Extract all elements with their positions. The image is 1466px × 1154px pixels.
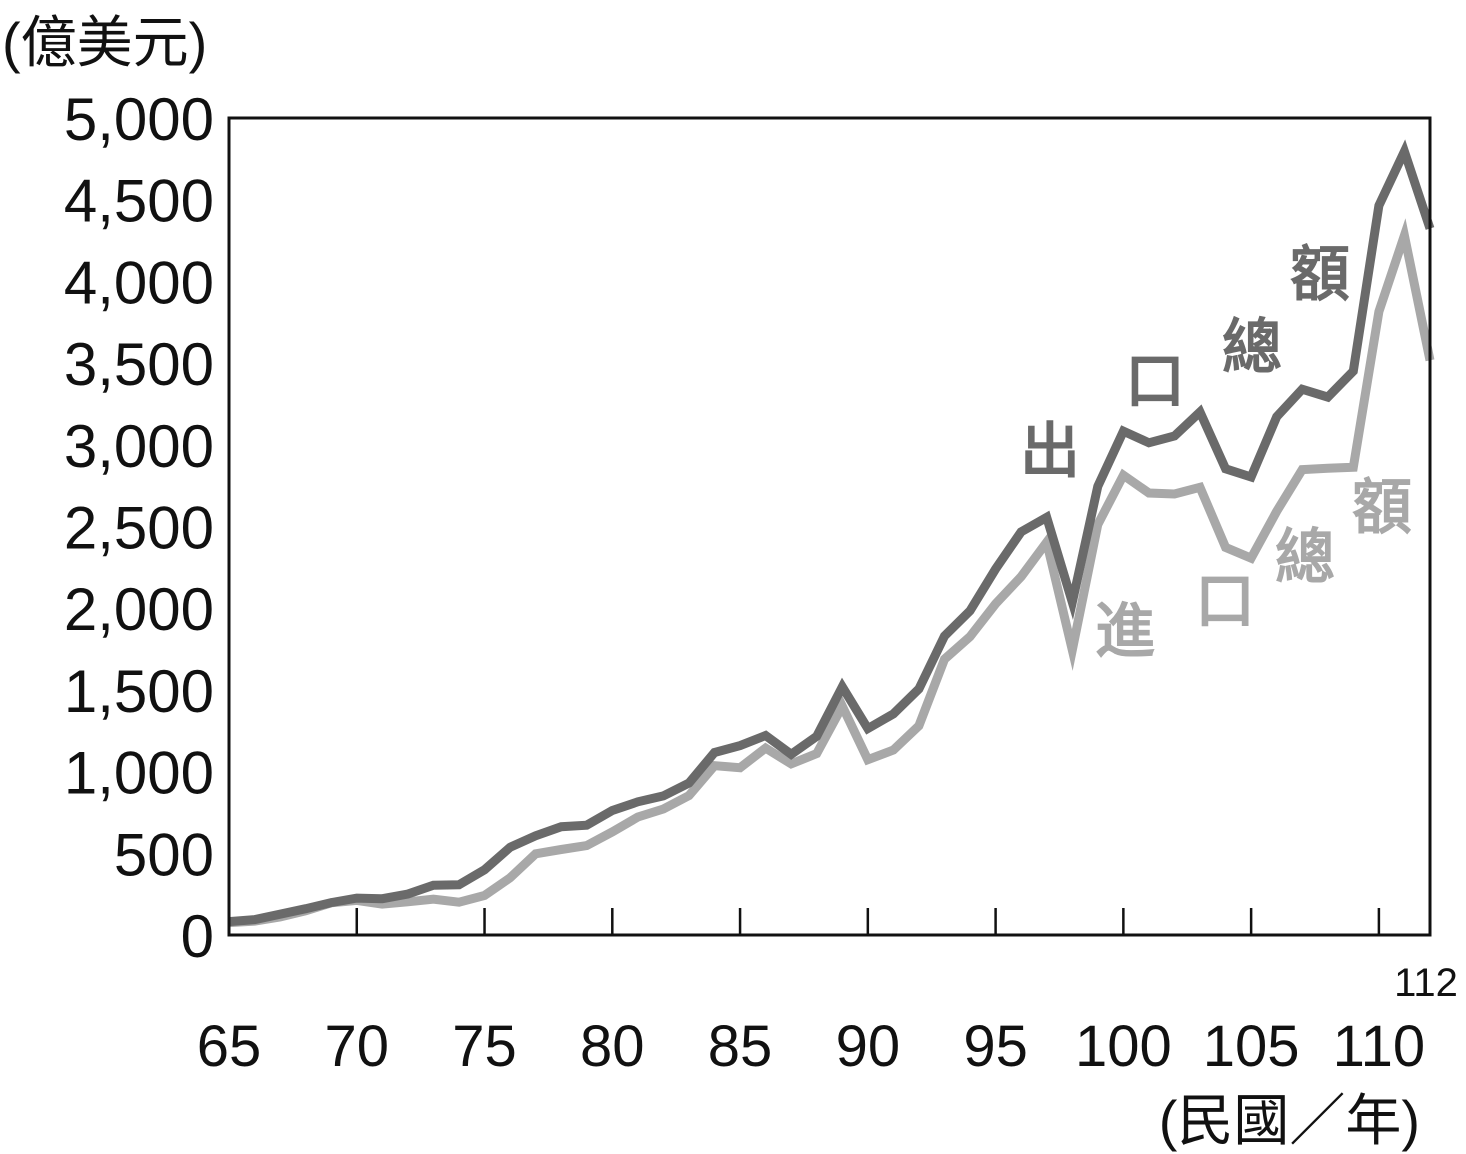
x-tick-label: 100	[1075, 1014, 1172, 1079]
x-tick-marks	[355, 908, 1381, 935]
x-tick-label: 90	[836, 1014, 901, 1079]
y-tick-labels: 0 500 1,000 1,500 2,000 2,500 3,000 3,500 4,000 4…	[64, 86, 214, 970]
x-tick-labels: 65 70 75 80 85 90 95 100 105 110 112	[197, 961, 1458, 1079]
y-tick-label: 500	[114, 821, 214, 888]
series-label-char-1: 額	[1352, 474, 1412, 541]
y-tick-label: 5,000	[64, 86, 214, 153]
series-label-char-0: 口	[1125, 348, 1185, 415]
y-tick-label: 1,000	[64, 740, 214, 807]
plot-frame	[227, 116, 1432, 937]
series-line-0	[228, 139, 1435, 927]
y-tick-label: 3,500	[64, 331, 214, 398]
y-tick-label: 3,000	[64, 413, 214, 480]
y-axis-unit-label: (億美元)	[2, 11, 207, 74]
series-label-char-1: 總	[1275, 524, 1335, 591]
x-tick-label: 110	[1333, 1014, 1425, 1079]
y-tick-label: 0	[181, 903, 214, 970]
y-tick-label: 4,500	[64, 168, 214, 235]
x-tick-label: 85	[708, 1014, 773, 1079]
series-label-char-0: 總	[1222, 314, 1282, 381]
y-tick-label: 1,500	[64, 658, 214, 725]
x-tick-label-end: 112	[1394, 961, 1458, 1005]
x-tick-label: 65	[197, 1014, 262, 1079]
y-tick-label: 2,000	[64, 576, 214, 643]
series-label-char-1: 進	[1095, 598, 1155, 665]
x-tick-label: 80	[580, 1014, 645, 1079]
y-tick-label: 4,000	[64, 249, 214, 316]
x-tick-label: 70	[325, 1014, 390, 1079]
x-axis-unit-label: (民國／年)	[1159, 1089, 1420, 1152]
series-layer	[228, 139, 1435, 928]
y-tick-label: 2,500	[64, 495, 214, 562]
series-label-char-0: 出	[1020, 418, 1080, 485]
x-tick-label: 95	[963, 1014, 1028, 1079]
x-tick-label: 105	[1203, 1014, 1300, 1079]
series-label-char-1: 口	[1195, 568, 1255, 635]
series-line-1	[228, 218, 1435, 928]
x-tick-label: 75	[452, 1014, 517, 1079]
series-label-char-0: 額	[1290, 241, 1350, 308]
